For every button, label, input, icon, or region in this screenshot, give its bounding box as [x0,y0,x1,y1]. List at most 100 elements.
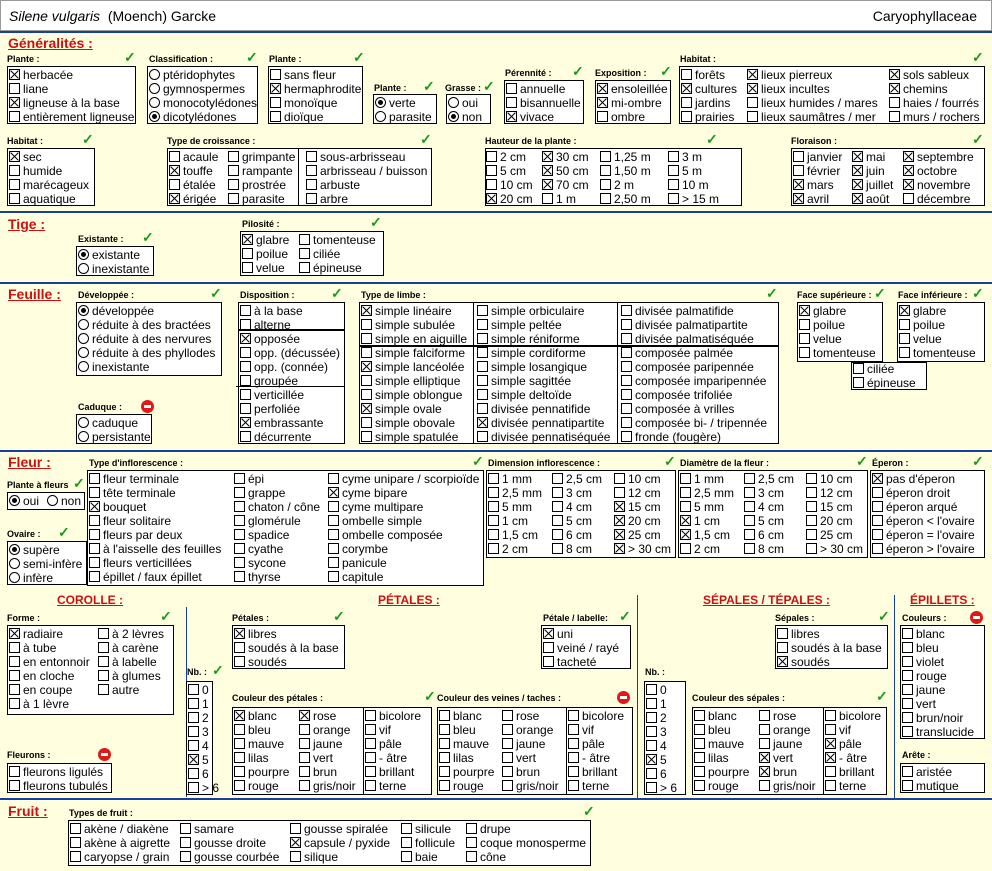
checkbox[interactable] [694,752,705,763]
checkbox[interactable] [439,738,450,749]
option-item[interactable]: érigée [169,192,216,206]
option-item[interactable]: bicolore [365,709,421,723]
option-item[interactable]: brun [502,765,540,779]
checkbox[interactable] [852,193,863,204]
checkbox[interactable] [759,780,770,791]
option-item[interactable]: 5 [646,753,667,767]
checkbox[interactable] [98,642,109,653]
checkbox[interactable] [328,473,339,484]
option-item[interactable]: caduque [78,416,138,430]
option-item[interactable]: rouge [694,779,739,793]
checkbox[interactable] [234,738,245,749]
checkbox[interactable] [361,375,372,386]
option-item[interactable]: velue [242,261,285,275]
option-item[interactable]: lieux incultes [747,82,830,96]
option-item[interactable]: thyrse [234,570,281,584]
option-item[interactable]: soudés à la base [234,641,339,655]
option-item[interactable]: en entonnoir [9,655,90,669]
option-item[interactable]: glabre [799,304,846,318]
checkbox[interactable] [614,487,625,498]
option-item[interactable]: semi-infère [9,557,82,571]
option-item[interactable]: arbrisseau / buisson [306,164,427,178]
checkbox[interactable] [568,780,579,791]
checkbox[interactable] [240,431,251,442]
checkbox[interactable] [299,780,310,791]
option-item[interactable]: tomenteuse [899,346,976,360]
option-item[interactable]: radiaire [9,627,63,641]
checkbox[interactable] [477,361,488,372]
option-item[interactable]: grimpante [228,150,295,164]
checkbox[interactable] [477,375,488,386]
option-item[interactable]: blanc [234,709,277,723]
option-item[interactable]: ligneuse à la base [9,96,120,110]
checkbox[interactable] [614,529,625,540]
checkbox[interactable] [240,347,251,358]
option-item[interactable]: opp. (décussée) [240,346,340,360]
option-item[interactable]: à glumes [98,669,161,683]
checkbox[interactable] [747,83,758,94]
option-item[interactable]: ensoleillée [597,82,668,96]
checkbox[interactable] [621,431,632,442]
option-item[interactable]: 1 [646,697,667,711]
checkbox[interactable] [552,487,563,498]
checkbox[interactable] [903,151,914,162]
option-item[interactable]: - âtre [365,751,407,765]
radio-button[interactable] [375,97,386,108]
checkbox[interactable] [621,417,632,428]
checkbox[interactable] [621,389,632,400]
option-item[interactable]: orange [759,723,810,737]
checkbox[interactable] [9,670,20,681]
checkbox[interactable] [240,417,251,428]
option-item[interactable]: arbuste [306,178,360,192]
option-item[interactable]: mars [793,178,834,192]
radio-button[interactable] [78,431,89,442]
radio-button[interactable] [375,111,386,122]
checkbox[interactable] [889,83,900,94]
option-item[interactable]: chaton / cône [234,500,320,514]
checkbox[interactable] [234,529,245,540]
checkbox[interactable] [242,262,253,273]
option-item[interactable]: cultures [681,82,737,96]
checkbox[interactable] [361,417,372,428]
option-item[interactable]: simple cordiforme [477,346,586,360]
option-item[interactable]: forêts [681,68,725,82]
option-item[interactable]: verte [375,96,416,110]
checkbox[interactable] [614,501,625,512]
option-item[interactable]: rampante [228,164,293,178]
checkbox[interactable] [234,557,245,568]
checkbox[interactable] [694,710,705,721]
checkbox[interactable] [793,165,804,176]
checkbox[interactable] [169,179,180,190]
checkbox[interactable] [234,487,245,498]
checkbox[interactable] [270,97,281,108]
checkbox[interactable] [234,628,245,639]
checkbox[interactable] [799,333,810,344]
checkbox[interactable] [240,375,251,386]
option-item[interactable]: 2,50 m [600,192,651,206]
checkbox[interactable] [234,473,245,484]
option-item[interactable]: éperon > l'ovaire [872,542,975,556]
option-item[interactable]: 5 m [668,164,702,178]
option-item[interactable]: bleu [439,723,476,737]
checkbox[interactable] [234,543,245,554]
option-item[interactable]: tomenteuse [299,233,376,247]
option-item[interactable]: brun [299,765,337,779]
option-item[interactable]: décembre [903,192,970,206]
checkbox[interactable] [600,165,611,176]
option-item[interactable]: pourpre [694,765,749,779]
option-item[interactable]: pourpre [439,765,494,779]
checkbox[interactable] [299,724,310,735]
checkbox[interactable] [9,684,20,695]
checkbox[interactable] [744,515,755,526]
option-item[interactable]: baie [401,850,438,864]
checkbox[interactable] [234,656,245,667]
option-item[interactable]: glabre [899,304,946,318]
checkbox[interactable] [552,473,563,484]
option-item[interactable]: monocotylédones [149,96,257,110]
checkbox[interactable] [234,780,245,791]
option-item[interactable]: 3 [188,725,209,739]
option-item[interactable]: 3 m [668,150,702,164]
checkbox[interactable] [439,766,450,777]
option-item[interactable]: mauve [439,737,489,751]
option-item[interactable]: composée à vrilles [621,402,734,416]
